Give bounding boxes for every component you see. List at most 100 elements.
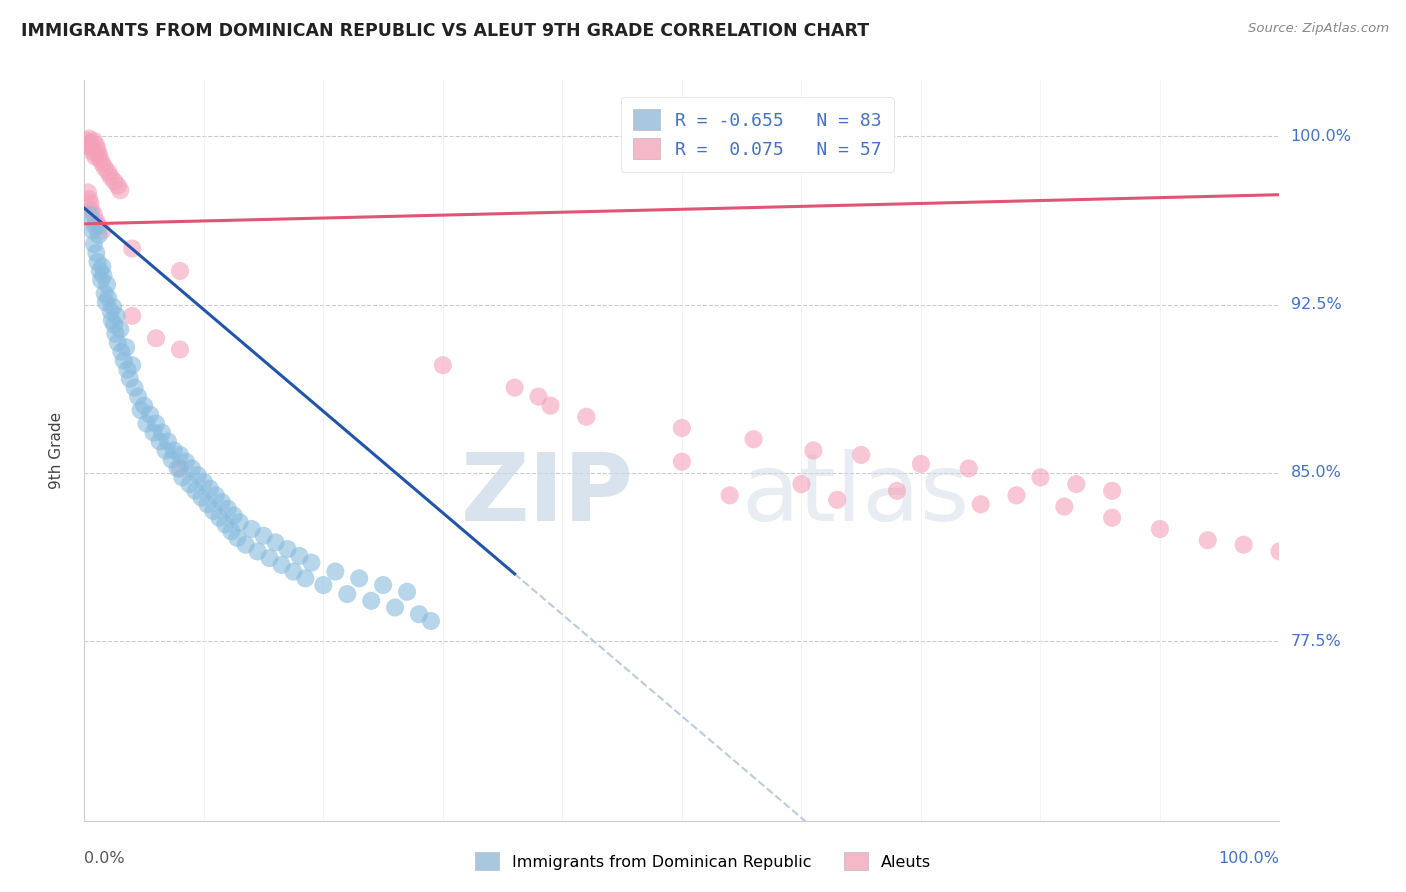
Point xyxy=(89,264,111,278)
Point xyxy=(325,565,347,579)
Point xyxy=(150,425,173,440)
Point xyxy=(294,571,316,585)
Point xyxy=(1005,488,1028,502)
Point xyxy=(142,425,165,440)
Point xyxy=(101,300,124,314)
Point xyxy=(145,417,167,431)
Point xyxy=(149,434,172,449)
Point xyxy=(129,403,152,417)
Point xyxy=(1268,544,1291,558)
Point xyxy=(121,358,143,372)
Point xyxy=(101,313,124,327)
Point xyxy=(93,268,115,283)
Text: atlas: atlas xyxy=(742,449,970,541)
Point xyxy=(86,214,108,228)
Point xyxy=(100,169,122,184)
Point xyxy=(100,304,122,318)
Point xyxy=(575,409,598,424)
Point xyxy=(742,432,765,446)
Point xyxy=(288,549,311,563)
Point xyxy=(103,174,125,188)
Point xyxy=(82,145,104,159)
Point xyxy=(77,131,100,145)
Point xyxy=(91,224,114,238)
Point xyxy=(79,196,101,211)
Point xyxy=(84,150,107,164)
Point xyxy=(957,461,980,475)
Point xyxy=(270,558,292,572)
Point xyxy=(82,224,104,238)
Legend: Immigrants from Dominican Republic, Aleuts: Immigrants from Dominican Republic, Aleu… xyxy=(470,846,936,877)
Point xyxy=(408,607,430,622)
Point xyxy=(312,578,335,592)
Point xyxy=(193,475,215,489)
Point xyxy=(540,399,562,413)
Point xyxy=(97,165,120,179)
Point xyxy=(349,571,371,585)
Point xyxy=(205,488,228,502)
Point xyxy=(107,335,129,350)
Point xyxy=(94,295,117,310)
Point xyxy=(671,421,693,435)
Point xyxy=(157,434,180,449)
Y-axis label: 9th Grade: 9th Grade xyxy=(49,412,63,489)
Point xyxy=(107,178,129,193)
Point xyxy=(121,309,143,323)
Point xyxy=(336,587,359,601)
Point xyxy=(118,372,141,386)
Point xyxy=(253,529,276,543)
Point xyxy=(83,208,105,222)
Point xyxy=(110,183,132,197)
Point xyxy=(827,492,849,507)
Point xyxy=(277,542,299,557)
Point xyxy=(1053,500,1076,514)
Point xyxy=(264,535,287,549)
Point xyxy=(139,408,162,422)
Point xyxy=(198,482,221,496)
Point xyxy=(124,381,146,395)
Point xyxy=(84,219,107,233)
Point xyxy=(718,488,741,502)
Point xyxy=(229,515,252,529)
Point xyxy=(83,237,105,252)
Point xyxy=(910,457,932,471)
Point xyxy=(222,508,245,523)
Point xyxy=(87,219,110,233)
Point xyxy=(86,138,108,153)
Point xyxy=(76,134,98,148)
Point xyxy=(396,584,419,599)
Point xyxy=(86,143,108,157)
Point xyxy=(197,497,219,511)
Point xyxy=(96,277,118,292)
Point xyxy=(169,343,191,357)
Point xyxy=(174,455,197,469)
Point xyxy=(77,138,100,153)
Point xyxy=(91,260,114,274)
Point xyxy=(301,556,323,570)
Point xyxy=(1029,470,1052,484)
Point xyxy=(181,461,204,475)
Point xyxy=(1101,510,1123,524)
Point xyxy=(432,358,454,372)
Point xyxy=(110,344,132,359)
Point xyxy=(373,578,395,592)
Point xyxy=(246,544,269,558)
Point xyxy=(112,353,135,368)
Text: 100.0%: 100.0% xyxy=(1291,128,1351,144)
Point xyxy=(93,161,115,175)
Point xyxy=(202,504,225,518)
Point xyxy=(790,477,813,491)
Point xyxy=(184,483,207,498)
Point xyxy=(221,524,243,539)
Point xyxy=(104,326,127,341)
Point xyxy=(169,448,191,462)
Text: 77.5%: 77.5% xyxy=(1291,633,1341,648)
Point xyxy=(105,309,128,323)
Point xyxy=(110,322,132,336)
Point xyxy=(179,477,201,491)
Point xyxy=(135,417,157,431)
Text: IMMIGRANTS FROM DOMINICAN REPUBLIC VS ALEUT 9TH GRADE CORRELATION CHART: IMMIGRANTS FROM DOMINICAN REPUBLIC VS AL… xyxy=(21,22,869,40)
Point xyxy=(970,497,993,511)
Point xyxy=(127,390,149,404)
Point xyxy=(384,600,406,615)
